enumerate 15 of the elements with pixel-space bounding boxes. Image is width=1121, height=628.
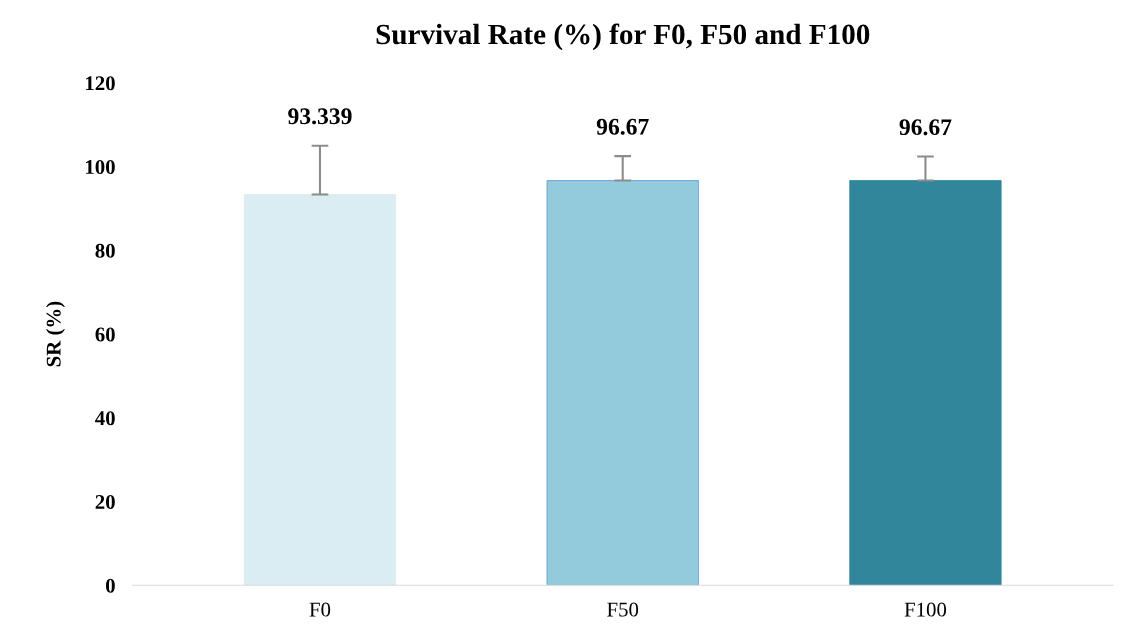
x-tick-label: F0 [309, 602, 331, 617]
y-axis-title: SR (%) [46, 301, 65, 367]
y-tick-label: 100 [86, 160, 115, 175]
y-tick-label: 60 [95, 327, 115, 342]
chart-title: Survival Rate (%) for F0, F50 and F100 [376, 23, 870, 51]
x-tick-label: F100 [904, 602, 947, 617]
y-tick-label: 120 [86, 76, 115, 91]
x-tick-label: F50 [607, 602, 639, 617]
y-tick-label: 0 [105, 578, 115, 593]
y-tick-label: 80 [95, 243, 115, 258]
y-tick-label: 20 [95, 494, 115, 509]
data-label: 96.67 [899, 119, 952, 136]
y-tick-label: 40 [95, 411, 115, 426]
data-label: 96.67 [596, 118, 649, 135]
data-label: 93.339 [288, 108, 352, 125]
